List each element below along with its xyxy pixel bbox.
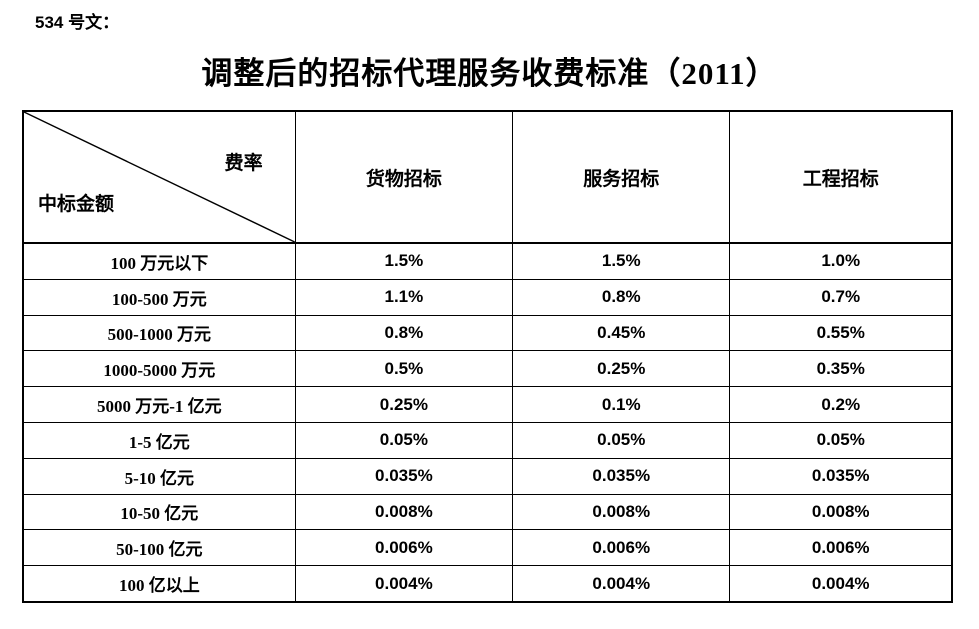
rate-cell: 1.5% — [512, 242, 731, 280]
rate-cell: 0.5% — [294, 350, 514, 388]
table-row: 100-500 万元 1.1% 0.8% 0.7% — [22, 278, 953, 316]
rate-cell: 0.035% — [729, 457, 953, 495]
rate-cell: 0.05% — [512, 421, 731, 459]
table-row: 5-10 亿元 0.035% 0.035% 0.035% — [22, 457, 953, 495]
rate-cell: 0.006% — [512, 529, 731, 567]
rate-cell: 0.006% — [294, 529, 514, 567]
table-row: 10-50 亿元 0.008% 0.008% 0.008% — [22, 493, 953, 531]
table-corner-cell: 费率 中标金额 — [22, 110, 296, 244]
rate-cell: 0.008% — [729, 493, 953, 531]
doc-number-label: 534 号文： — [35, 13, 120, 32]
row-label: 100-500 万元 — [22, 278, 296, 316]
table-row: 1000-5000 万元 0.5% 0.25% 0.35% — [22, 350, 953, 388]
rate-cell: 0.004% — [294, 565, 514, 603]
rate-cell: 0.35% — [729, 350, 953, 388]
table-row: 5000 万元-1 亿元 0.25% 0.1% 0.2% — [22, 386, 953, 423]
rate-cell: 0.05% — [729, 421, 953, 459]
column-header-services: 服务招标 — [512, 110, 731, 244]
table-header-row: 费率 中标金额 货物招标 服务招标 工程招标 — [22, 110, 953, 244]
column-header-engineering: 工程招标 — [729, 110, 953, 244]
table-row: 1-5 亿元 0.05% 0.05% 0.05% — [22, 421, 953, 459]
row-label: 5000 万元-1 亿元 — [22, 386, 296, 423]
page-title: 调整后的招标代理服务收费标准（2011） — [201, 56, 778, 91]
rate-cell: 1.1% — [294, 278, 514, 316]
row-label: 1-5 亿元 — [22, 421, 296, 459]
row-label: 5-10 亿元 — [22, 457, 296, 495]
column-header-goods: 货物招标 — [294, 110, 514, 244]
row-label: 1000-5000 万元 — [22, 350, 296, 388]
rate-cell: 0.2% — [729, 386, 953, 423]
row-label: 100 万元以下 — [22, 242, 296, 280]
table-row: 100 万元以下 1.5% 1.5% 1.0% — [22, 242, 953, 280]
corner-label-rate: 费率 — [224, 153, 263, 174]
rate-cell: 0.008% — [512, 493, 731, 531]
rate-cell: 0.035% — [294, 457, 514, 495]
rate-cell: 0.25% — [512, 350, 731, 388]
row-label: 500-1000 万元 — [22, 314, 296, 352]
rate-cell: 0.006% — [729, 529, 953, 567]
corner-label-amount: 中标金额 — [38, 194, 115, 215]
rate-cell: 0.8% — [294, 314, 514, 352]
rate-cell: 0.7% — [729, 278, 953, 316]
row-label: 100 亿以上 — [22, 565, 296, 603]
rate-cell: 0.004% — [729, 565, 953, 603]
rate-cell: 0.008% — [294, 493, 514, 531]
row-label: 10-50 亿元 — [22, 493, 296, 531]
rate-cell: 0.004% — [512, 565, 731, 603]
fee-rate-table: 费率 中标金额 货物招标 服务招标 工程招标 100 万元以下 1.5% 1.5… — [22, 110, 953, 603]
table-row: 500-1000 万元 0.8% 0.45% 0.55% — [22, 314, 953, 352]
table-row: 100 亿以上 0.004% 0.004% 0.004% — [22, 565, 953, 603]
table-row: 50-100 亿元 0.006% 0.006% 0.006% — [22, 529, 953, 567]
rate-cell: 0.035% — [512, 457, 731, 495]
row-label: 50-100 亿元 — [22, 529, 296, 567]
rate-cell: 0.55% — [729, 314, 953, 352]
rate-cell: 0.1% — [512, 386, 731, 423]
diagonal-divider-line — [24, 112, 295, 242]
rate-cell: 0.8% — [512, 278, 731, 316]
rate-cell: 0.05% — [294, 421, 514, 459]
rate-cell: 1.5% — [294, 242, 514, 280]
rate-cell: 1.0% — [729, 242, 953, 280]
rate-cell: 0.25% — [294, 386, 514, 423]
rate-cell: 0.45% — [512, 314, 731, 352]
